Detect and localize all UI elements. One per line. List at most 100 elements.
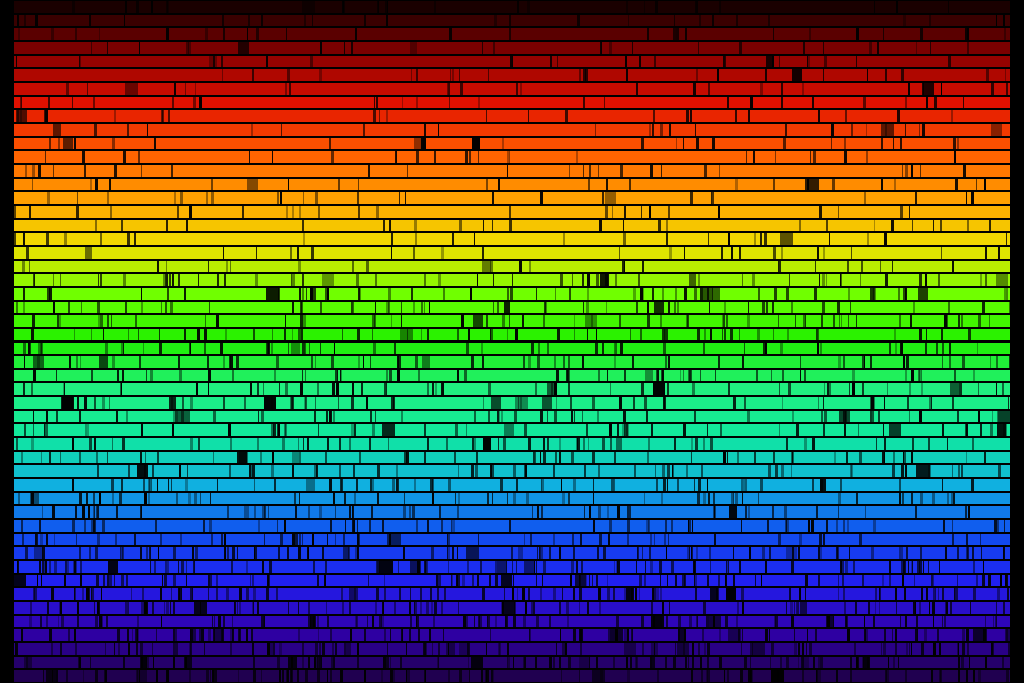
absorption-line [140, 602, 144, 614]
absorption-line [16, 301, 19, 314]
absorption-line [965, 451, 968, 464]
absorption-line [820, 315, 823, 327]
absorption-line [222, 397, 226, 409]
absorption-line [190, 438, 194, 450]
absorption-line [174, 643, 178, 655]
absorption-line [996, 410, 999, 423]
absorption-line [163, 574, 167, 587]
absorption-line [650, 615, 665, 628]
absorption-line [90, 588, 93, 601]
absorption-line [570, 561, 574, 573]
absorption-line [557, 328, 560, 341]
absorption-line [438, 643, 440, 655]
absorption-line [481, 588, 485, 601]
absorption-line [386, 14, 388, 27]
absorption-line [298, 602, 300, 614]
absorption-line [899, 615, 901, 628]
absorption-line [655, 588, 659, 601]
absorption-line [420, 301, 423, 314]
absorption-line [508, 28, 511, 40]
absorption-line [820, 479, 824, 491]
absorption-line [552, 465, 556, 478]
absorption-line [648, 438, 651, 450]
absorption-line [616, 424, 619, 437]
absorption-line [188, 670, 192, 682]
absorption-line [760, 479, 763, 491]
absorption-line [948, 342, 952, 355]
absorption-line [837, 205, 840, 218]
absorption-line [786, 438, 788, 450]
absorption-line [738, 561, 742, 573]
absorption-line [543, 315, 545, 327]
absorption-line [920, 588, 923, 601]
absorption-line [99, 233, 103, 245]
absorption-line [475, 465, 478, 478]
absorption-line [256, 383, 260, 396]
absorption-line [424, 561, 427, 573]
absorption-line [1002, 14, 1006, 27]
absorption-line [399, 588, 402, 601]
absorption-line [811, 520, 814, 532]
absorption-line [982, 574, 985, 587]
absorption-line [803, 315, 805, 327]
absorption-line [906, 356, 909, 368]
absorption-line [307, 547, 309, 560]
absorption-line [855, 492, 858, 505]
absorption-line [312, 615, 315, 628]
absorption-line [649, 164, 653, 177]
absorption-line [383, 383, 386, 396]
absorption-line [965, 28, 968, 40]
absorption-line [911, 369, 915, 382]
absorption-line [122, 656, 126, 669]
absorption-line [207, 574, 211, 587]
absorption-line [949, 356, 951, 368]
absorption-line [626, 588, 634, 601]
absorption-line [370, 506, 373, 519]
absorption-line [765, 561, 768, 573]
absorption-line [540, 547, 544, 560]
absorption-line [891, 629, 893, 642]
absorption-line [291, 274, 293, 286]
spectrum-row [14, 547, 1010, 560]
absorption-line [754, 574, 756, 587]
absorption-line [381, 670, 384, 682]
absorption-line [47, 192, 50, 204]
absorption-line [59, 451, 61, 464]
absorption-line [719, 656, 722, 669]
absorption-line [396, 479, 400, 491]
absorption-line [220, 629, 224, 642]
absorption-line [311, 246, 314, 259]
absorption-line [135, 629, 138, 642]
absorption-line [400, 328, 414, 341]
absorption-line [263, 533, 265, 546]
absorption-line [106, 615, 109, 628]
absorption-line [972, 369, 976, 382]
absorption-line [840, 274, 842, 286]
absorption-line [579, 588, 583, 601]
absorption-line [913, 602, 916, 614]
absorption-line [741, 588, 744, 601]
absorption-line [806, 178, 809, 191]
absorption-line [415, 233, 418, 245]
absorption-line [933, 96, 937, 109]
absorption-line [728, 561, 730, 573]
absorption-line [932, 492, 935, 505]
absorption-line [177, 205, 179, 218]
absorption-line [451, 233, 455, 245]
absorption-line [615, 615, 619, 628]
absorption-line [861, 574, 864, 587]
absorption-line [301, 328, 304, 341]
absorption-line [965, 629, 969, 642]
absorption-line [342, 533, 346, 546]
absorption-line [970, 602, 972, 614]
absorption-line [341, 1, 345, 13]
absorption-line [585, 69, 588, 81]
absorption-line [845, 615, 848, 628]
absorption-line [756, 369, 758, 382]
absorption-line [513, 615, 516, 628]
absorption-line [790, 602, 794, 614]
absorption-line [738, 328, 741, 341]
absorption-line [280, 533, 283, 546]
absorption-line [844, 561, 848, 573]
absorption-line [605, 178, 608, 191]
